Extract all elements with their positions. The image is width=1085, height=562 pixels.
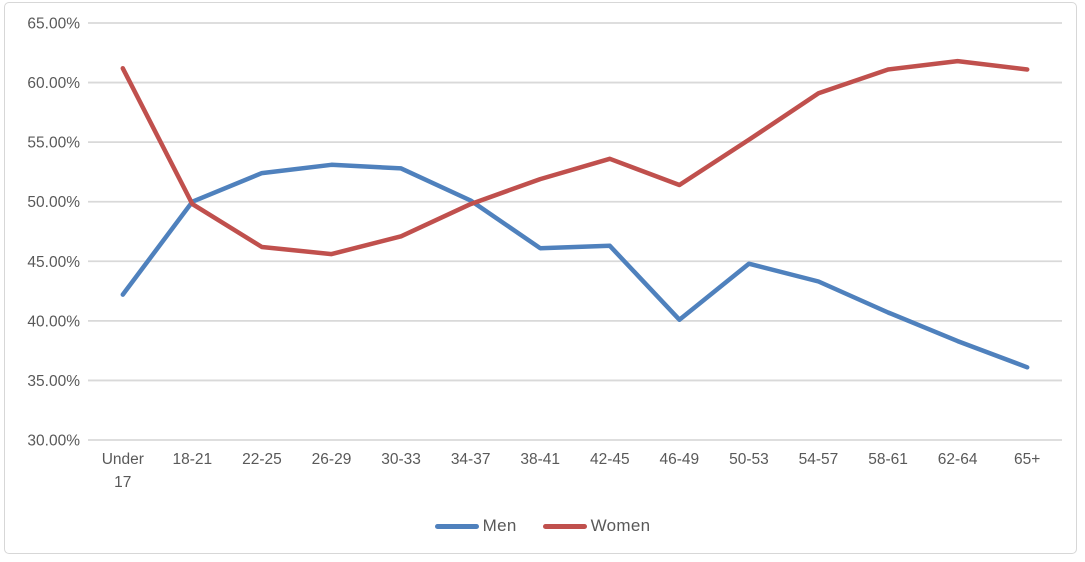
y-axis-tick-label: 45.00% bbox=[27, 254, 80, 271]
y-axis-tick-label: 65.00% bbox=[27, 16, 80, 33]
x-axis-category-label: 17 bbox=[114, 474, 131, 491]
x-axis-category-label: 34-37 bbox=[451, 451, 491, 468]
x-axis-category-label: Under bbox=[102, 451, 144, 468]
x-axis-category-label: 26-29 bbox=[312, 451, 352, 468]
x-axis-category-label: 18-21 bbox=[173, 451, 213, 468]
men-line-series bbox=[120, 162, 1030, 370]
x-axis-category-label: 42-45 bbox=[590, 451, 630, 468]
x-axis-category-label: 54-57 bbox=[799, 451, 839, 468]
y-axis-tick-label: 35.00% bbox=[27, 373, 80, 390]
y-axis-tick-label: 55.00% bbox=[27, 135, 80, 152]
x-axis-category-label: 30-33 bbox=[381, 451, 421, 468]
women-line-series bbox=[120, 58, 1030, 257]
x-axis-category-label: 65+ bbox=[1014, 451, 1040, 468]
x-axis-category-label: 50-53 bbox=[729, 451, 769, 468]
y-axis-tick-label: 50.00% bbox=[27, 194, 80, 211]
x-axis-category-label: 62-64 bbox=[938, 451, 978, 468]
y-axis-tick-label: 60.00% bbox=[27, 75, 80, 92]
chart-frame bbox=[4, 2, 1077, 554]
y-axis-tick-label: 40.00% bbox=[27, 313, 80, 330]
x-axis-category-label: 46-49 bbox=[660, 451, 700, 468]
y-axis-tick-label: 30.00% bbox=[27, 433, 80, 450]
x-axis-category-label: 22-25 bbox=[242, 451, 282, 468]
x-axis-category-label: 38-41 bbox=[520, 451, 560, 468]
x-axis-category-label: 58-61 bbox=[868, 451, 908, 468]
